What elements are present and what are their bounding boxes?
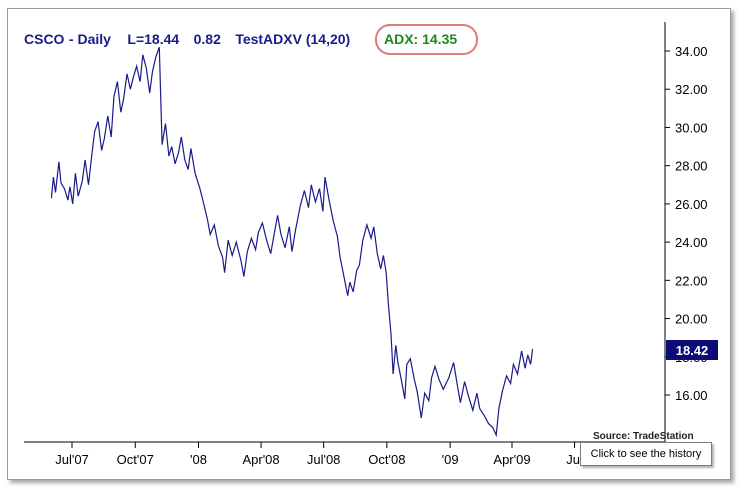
header-indicator: TestADXV (14,20) <box>235 31 350 47</box>
header-change: 0.82 <box>194 31 221 47</box>
x-tick-label: Oct'07 <box>117 452 154 467</box>
x-tick-label: Oct'08 <box>368 452 405 467</box>
plot-area <box>14 22 665 442</box>
history-button[interactable]: Click to see the history <box>580 442 712 466</box>
x-tick-label: '09 <box>442 452 459 467</box>
last-price-label: 18.42 <box>676 343 709 358</box>
header-last: L=18.44 <box>127 31 179 47</box>
x-tick-label: Jul <box>566 452 583 467</box>
y-tick-label: 20.00 <box>675 312 708 327</box>
y-tick-label: 26.00 <box>675 197 708 212</box>
header-separator: - <box>69 31 78 47</box>
x-axis-ticks: Jul'07 Oct'07 '08 Apr'08 Jul'08 Oct'08 '09 Apr'… <box>55 442 583 467</box>
x-tick-label: Apr'09 <box>493 452 530 467</box>
header-interval: Daily <box>77 31 111 47</box>
y-tick-label: 32.00 <box>675 82 708 97</box>
price-series-line <box>50 46 534 438</box>
source-text: Source: TradeStation <box>593 431 694 442</box>
x-tick-label: Jul'07 <box>55 452 89 467</box>
adx-value: ADX: 14.35 <box>384 31 457 47</box>
last-price-tag <box>666 340 718 360</box>
y-tick-label: 30.00 <box>675 120 708 135</box>
y-tick-label: 34.00 <box>675 44 708 59</box>
adx-highlight-ring <box>375 24 478 55</box>
y-tick-label: 22.00 <box>675 273 708 288</box>
x-tick-label: Apr'08 <box>242 452 279 467</box>
header-symbol: CSCO <box>24 31 65 47</box>
y-tick-label: 16.00 <box>675 388 708 403</box>
x-tick-label: Jul'08 <box>307 452 341 467</box>
y-tick-label: 24.00 <box>675 235 708 250</box>
x-tick-label: '08 <box>190 452 207 467</box>
y-tick-label: 28.00 <box>675 159 708 174</box>
chart-header: CSCO - Daily L=18.44 0.82 TestADXV (14,2… <box>24 31 350 48</box>
